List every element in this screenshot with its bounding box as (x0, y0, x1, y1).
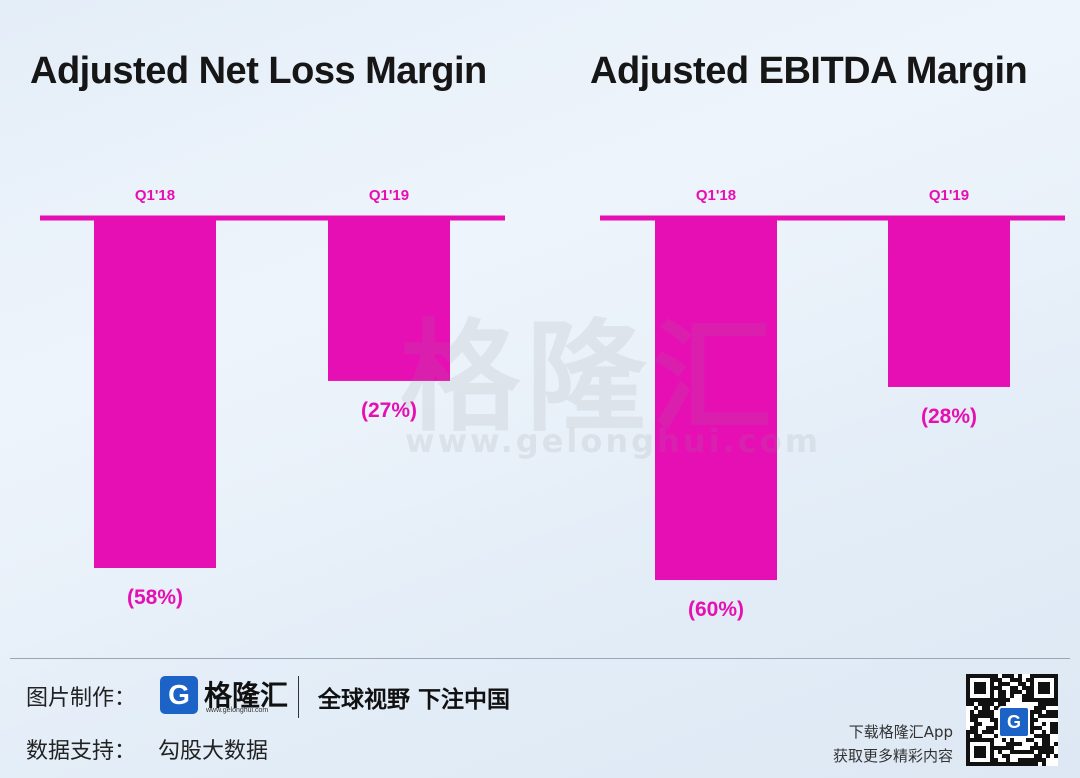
category-label: Q1'19 (929, 187, 969, 204)
footer-divider-line (10, 658, 1070, 659)
net-loss-margin-chart: Adjusted Net Loss Margin Q1'18 (58%) Q1'19… (0, 0, 540, 650)
brand-slogan: 全球视野 下注中国 (318, 687, 511, 713)
chart-title: Adjusted EBITDA Margin (590, 50, 1028, 92)
bar-Q1'18 (655, 218, 777, 581)
watermark-logo: 格隆汇 (400, 309, 778, 448)
data-source: 勾股大数据 (158, 739, 269, 764)
bar-Q1'18 (94, 218, 216, 568)
bar-Q1'19 (888, 218, 1010, 387)
watermark-url: www.gelonghui.com (405, 422, 822, 460)
value-label: (58%) (127, 586, 183, 609)
category-label: Q1'18 (696, 187, 736, 204)
bar-Q1'19 (328, 218, 450, 381)
value-label: (27%) (361, 399, 417, 422)
ebitda-margin-chart: Adjusted EBITDA Margin Q1'18 (60%) Q1'19 (2… (540, 0, 1080, 650)
qr-finder-pattern (1038, 682, 1050, 694)
footer-vertical-divider (298, 676, 299, 718)
category-label: Q1'19 (369, 187, 409, 204)
made-by-label: 图片制作： (26, 686, 137, 711)
brand-name: 格隆汇 (204, 679, 289, 712)
qr-finder-pattern (974, 682, 986, 694)
qr-finder-pattern (974, 746, 986, 758)
qr-logo-icon: G (998, 706, 1030, 738)
data-support-label: 数据支持： (26, 739, 137, 764)
chart-svg: Q1'18 (60%) Q1'19 (28%) (600, 187, 1065, 621)
value-label: (28%) (921, 405, 977, 428)
gelonghui-logo-icon: G (160, 676, 198, 714)
chart-svg: Q1'18 (58%) Q1'19 (27%) (40, 187, 505, 609)
brand-url: www.gelonghui.com (206, 707, 269, 714)
chart-title: Adjusted Net Loss Margin (30, 50, 487, 92)
value-label: (60%) (688, 598, 744, 621)
category-label: Q1'18 (135, 187, 175, 204)
download-app-text: 下载格隆汇App (848, 723, 953, 741)
qr-code-pattern (966, 674, 1058, 766)
more-content-text: 获取更多精彩内容 (832, 747, 953, 765)
